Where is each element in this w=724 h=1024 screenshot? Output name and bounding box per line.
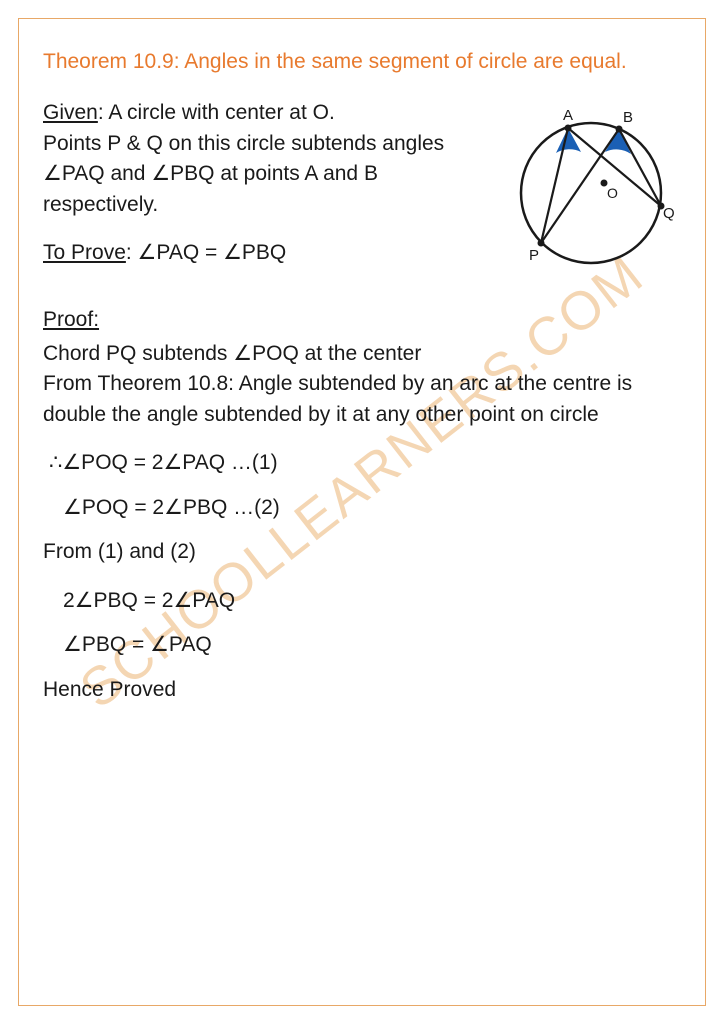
equation-1: ∴∠POQ = 2∠PAQ …(1) <box>49 448 681 478</box>
content-area: Theorem 10.9: Angles in the same segment… <box>43 47 681 705</box>
given-row: Given: A circle with center at O. Points… <box>43 98 681 286</box>
circle-diagram-icon: A B O P Q <box>501 98 681 278</box>
given-column: Given: A circle with center at O. Points… <box>43 98 491 286</box>
proof-label: Proof: <box>43 308 99 331</box>
equation-4: ∠PBQ = ∠PAQ <box>63 630 681 660</box>
equation-2: ∠POQ = 2∠PBQ …(2) <box>63 493 681 523</box>
theorem-title: Theorem 10.9: Angles in the same segment… <box>43 47 681 76</box>
toprove-label: To Prove <box>43 241 126 264</box>
page-container: SCHOOLLEARNERS.COM Theorem 10.9: Angles … <box>18 18 706 1006</box>
equation-3: 2∠PBQ = 2∠PAQ <box>63 586 681 616</box>
given-block: Given: A circle with center at O. Points… <box>43 98 491 220</box>
given-text2: Points P & Q on this circle subtends ang… <box>43 132 444 216</box>
toprove-block: To Prove: ∠PAQ = ∠PBQ <box>43 238 491 268</box>
proof-line2: From Theorem 10.8: Angle subtended by an… <box>43 369 681 430</box>
from-1-2: From (1) and (2) <box>43 537 681 567</box>
proof-section: Proof: Chord PQ subtends ∠POQ at the cen… <box>43 305 681 705</box>
toprove-text: : ∠PAQ = ∠PBQ <box>126 241 286 264</box>
given-text1: : A circle with center at O. <box>98 101 335 124</box>
hence-proved: Hence Proved <box>43 675 681 705</box>
proof-line1: Chord PQ subtends ∠POQ at the center <box>43 339 681 369</box>
label-p: P <box>529 247 539 264</box>
label-b: B <box>623 109 633 126</box>
label-q: Q <box>663 205 675 222</box>
given-label: Given <box>43 101 98 124</box>
label-a: A <box>563 107 573 124</box>
diagram-column: A B O P Q <box>501 98 681 283</box>
label-o: O <box>607 185 618 201</box>
